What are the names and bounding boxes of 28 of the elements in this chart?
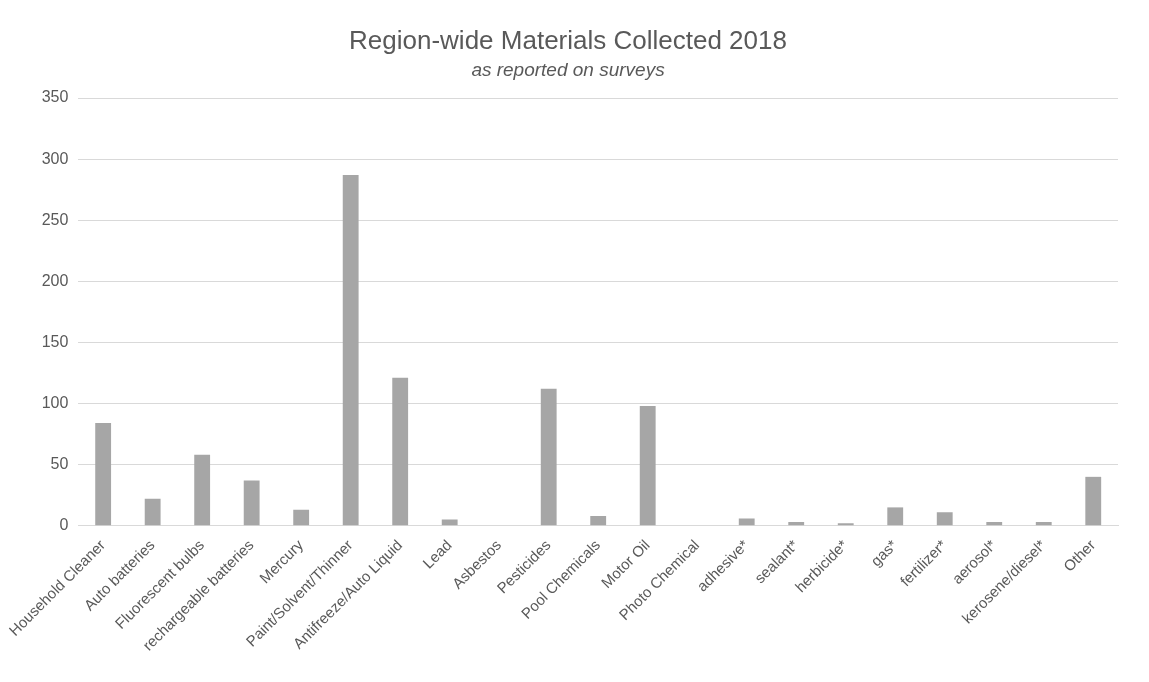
- chart-title: Region-wide Materials Collected 2018: [349, 24, 787, 55]
- bar: [144, 498, 161, 526]
- y-tick-label: 50: [50, 455, 69, 473]
- bar: [342, 174, 359, 526]
- y-tick-label: 200: [41, 271, 69, 289]
- bar: [95, 423, 112, 526]
- bar: [194, 454, 211, 526]
- bar: [936, 512, 953, 526]
- bar: [293, 509, 310, 526]
- bar: [590, 515, 607, 526]
- bar: [738, 518, 755, 526]
- bar: [639, 405, 656, 526]
- bar: [540, 388, 557, 526]
- chart-subtitle: as reported on surveys: [471, 58, 666, 80]
- bar: [986, 522, 1003, 526]
- bar: [1085, 476, 1102, 526]
- y-tick-label: 250: [41, 210, 69, 228]
- y-tick-label: 0: [59, 516, 69, 534]
- y-tick-label: 150: [41, 332, 69, 350]
- bar: [441, 519, 458, 526]
- y-tick-label: 100: [41, 393, 69, 411]
- y-tick-label: 350: [41, 88, 69, 106]
- bar: [788, 522, 805, 526]
- bar: [243, 480, 260, 526]
- y-tick-label: 300: [41, 149, 69, 167]
- bar: [392, 377, 409, 526]
- bar: [887, 507, 904, 526]
- bar: [1035, 522, 1052, 526]
